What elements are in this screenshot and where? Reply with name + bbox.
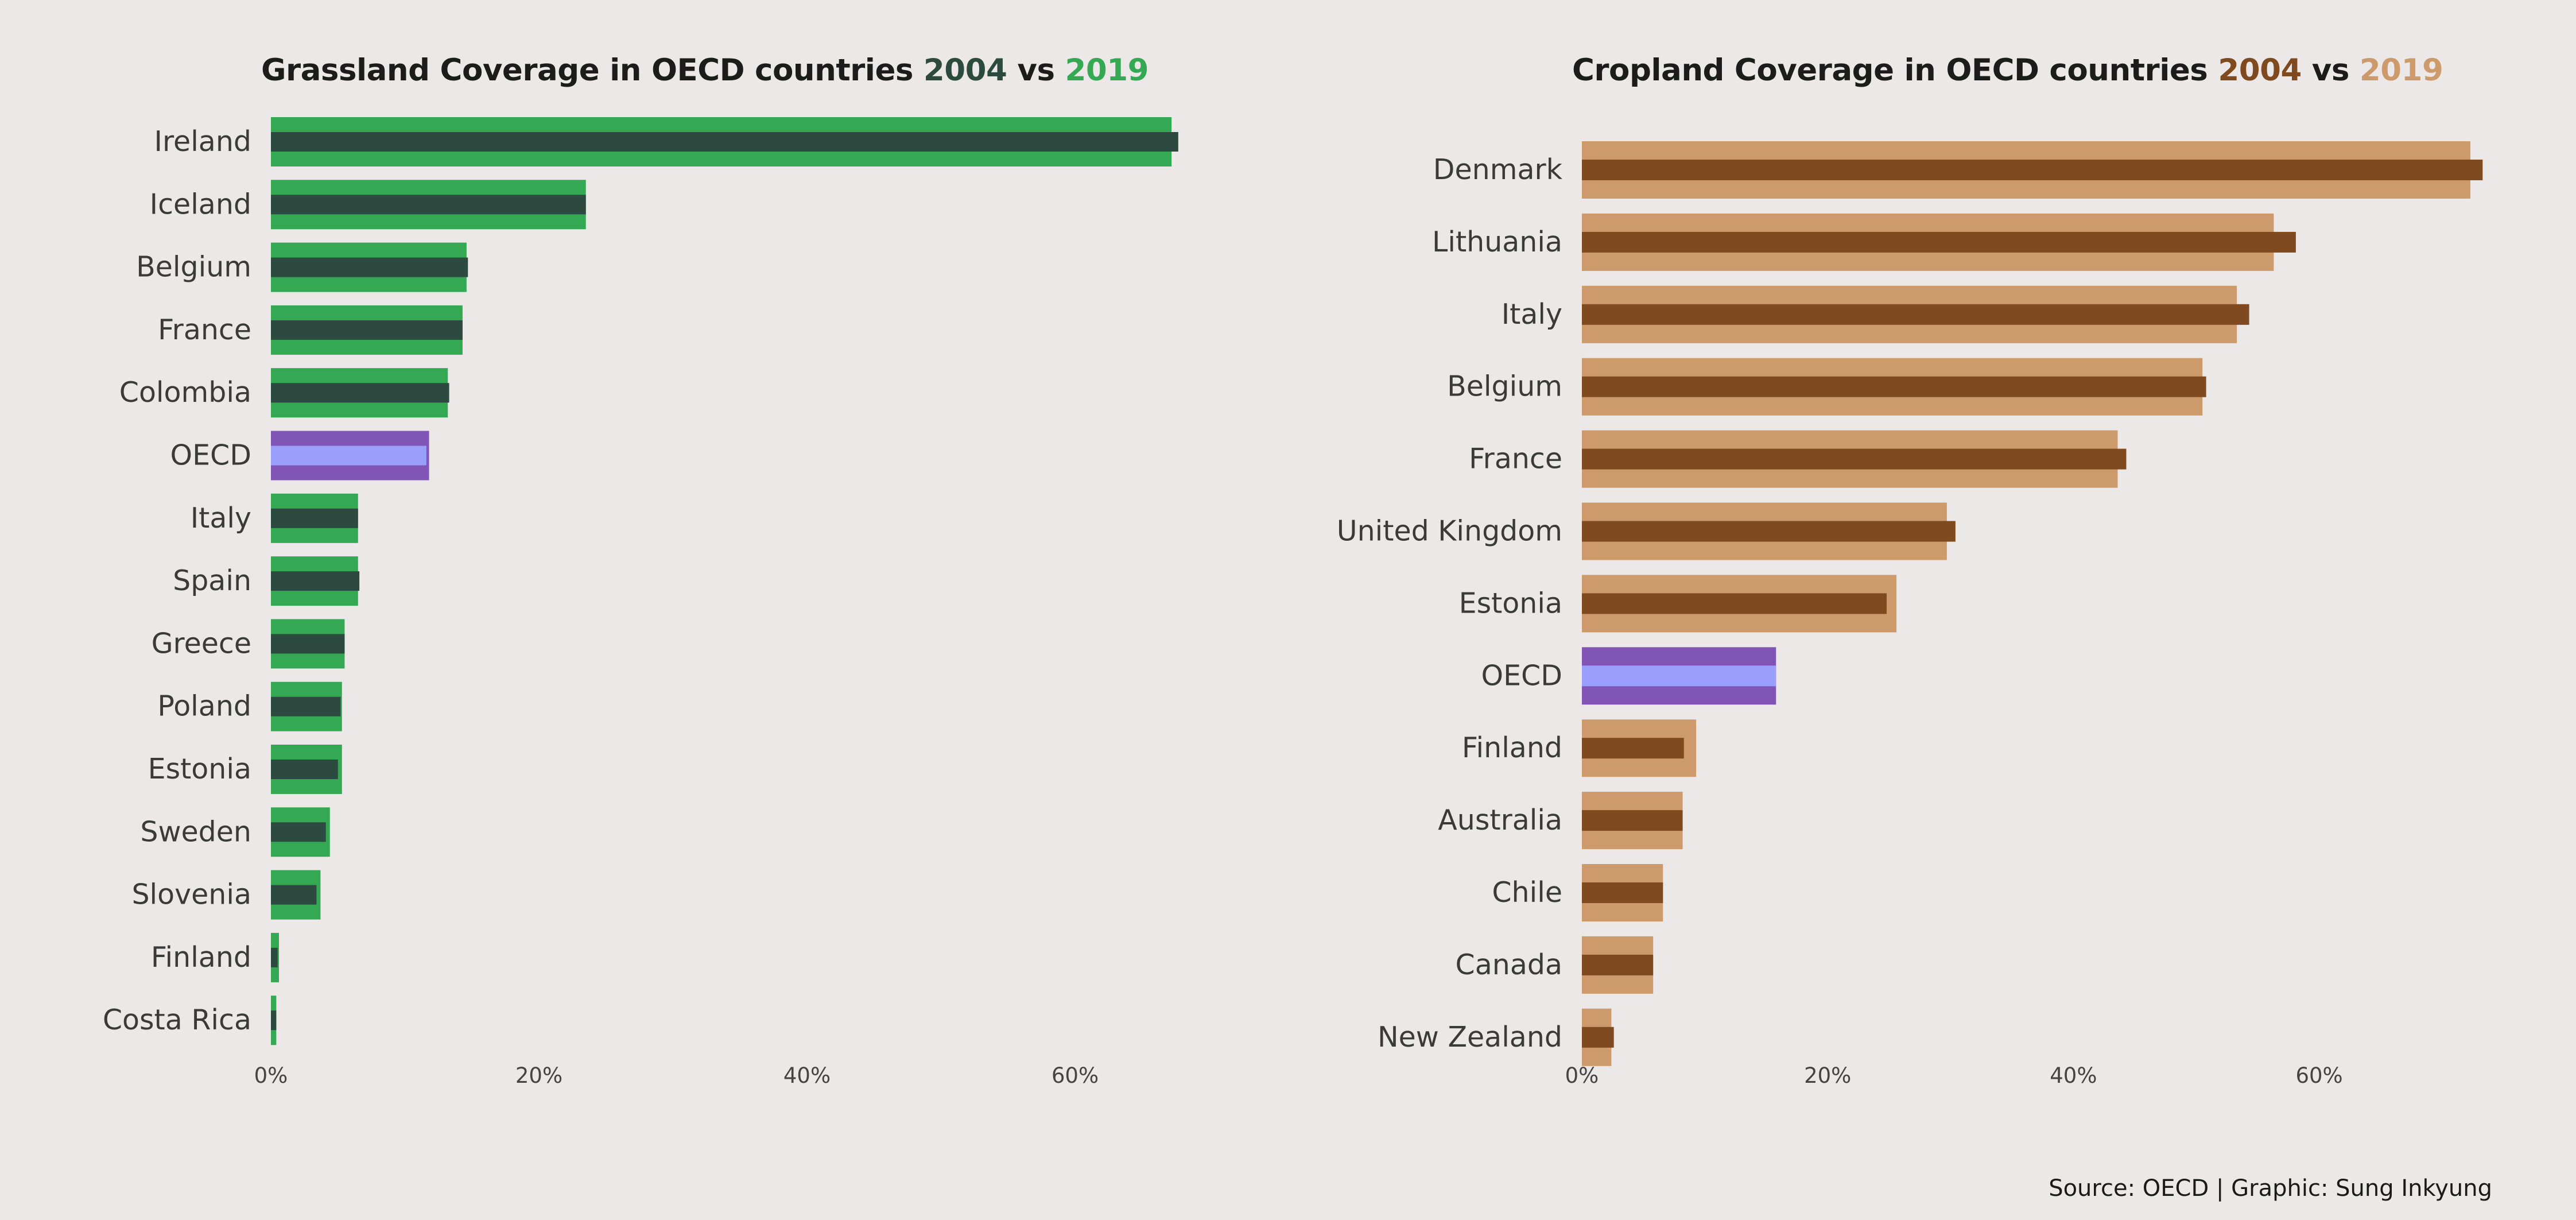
- bar-2004-sweden: [271, 822, 326, 842]
- bar-2004-colombia: [271, 383, 449, 403]
- category-label-costa-rica: Costa Rica: [103, 1004, 251, 1036]
- x-tick-label: 60%: [1052, 1063, 1099, 1088]
- chart-title-year-2019: 2019: [1065, 53, 1149, 88]
- category-label-united-kingdom: United Kingdom: [1337, 515, 1562, 548]
- x-tick-label: 20%: [1804, 1063, 1851, 1088]
- bar-2004-spain: [271, 571, 360, 591]
- bar-2004-chile: [1582, 882, 1663, 903]
- category-label-iceland: Iceland: [150, 188, 251, 220]
- category-label-spain: Spain: [173, 564, 251, 597]
- x-tick-label: 0%: [1565, 1063, 1599, 1088]
- bar-2004-greece: [271, 634, 345, 654]
- chart-title-year-2004: 2004: [923, 53, 1007, 88]
- category-label-france: France: [158, 313, 251, 346]
- category-label-estonia: Estonia: [148, 753, 251, 785]
- category-label-italy: Italy: [191, 502, 251, 535]
- bar-2004-new-zealand: [1582, 1027, 1614, 1048]
- chart-title-prefix: Grassland Coverage in OECD countries: [261, 53, 913, 88]
- bar-2004-france: [271, 320, 463, 340]
- category-label-slovenia: Slovenia: [131, 878, 251, 911]
- chart-title-year-2019: 2019: [2359, 53, 2443, 88]
- x-tick-label: 0%: [254, 1063, 288, 1088]
- x-tick-label: 20%: [515, 1063, 562, 1088]
- bar-2004-ireland: [271, 132, 1178, 152]
- chart-title-year-2004: 2004: [2218, 53, 2302, 88]
- bar-2004-estonia: [271, 760, 338, 779]
- category-label-belgium: Belgium: [1447, 370, 1562, 403]
- x-tick-label: 40%: [783, 1063, 831, 1088]
- bar-2004-estonia: [1582, 593, 1887, 614]
- category-label-oecd: OECD: [1481, 659, 1562, 692]
- category-label-australia: Australia: [1438, 804, 1562, 836]
- bar-2004-france: [1582, 448, 2127, 470]
- bar-2004-united-kingdom: [1582, 521, 1956, 542]
- category-label-denmark: Denmark: [1433, 153, 1563, 186]
- category-label-france: France: [1469, 443, 1562, 475]
- bar-2004-finland: [1582, 738, 1684, 759]
- cropland-bar-chart: Denmark Lithuania Italy Belgium France United…: [1337, 141, 2483, 1088]
- bar-2004-slovenia: [271, 885, 317, 905]
- grassland-bar-chart: Ireland Iceland Belgium France Colombia OECD I…: [103, 117, 1178, 1088]
- bar-2004-canada: [1582, 954, 1654, 975]
- x-tick-label: 40%: [2050, 1063, 2097, 1088]
- x-tick-label: 60%: [2295, 1063, 2342, 1088]
- category-label-finland: Finland: [151, 941, 251, 974]
- bar-2004-australia: [1582, 810, 1683, 831]
- category-label-ireland: Ireland: [154, 125, 251, 158]
- bar-2004-finland: [271, 947, 278, 967]
- category-label-new-zealand: New Zealand: [1378, 1021, 1562, 1054]
- category-label-sweden: Sweden: [140, 815, 251, 848]
- grassland-chart-title: Grassland Coverage in OECD countries 200…: [261, 53, 1149, 88]
- bar-2004-italy: [271, 508, 358, 528]
- bar-2004-iceland: [271, 195, 586, 215]
- category-label-estonia: Estonia: [1459, 587, 1562, 619]
- category-label-lithuania: Lithuania: [1432, 226, 1562, 258]
- bar-2004-poland: [271, 696, 341, 716]
- bar-2004-denmark: [1582, 160, 2483, 180]
- category-label-finland: Finland: [1462, 731, 1562, 764]
- bar-2004-oecd: [271, 446, 426, 466]
- bar-2004-italy: [1582, 304, 2249, 325]
- category-label-italy: Italy: [1502, 298, 1562, 331]
- bar-2004-belgium: [1582, 376, 2206, 397]
- category-label-canada: Canada: [1456, 948, 1562, 981]
- chart-title-prefix: Cropland Coverage in OECD countries: [1572, 53, 2208, 88]
- category-label-greece: Greece: [152, 627, 251, 660]
- category-label-belgium: Belgium: [136, 251, 251, 284]
- bar-2004-lithuania: [1582, 231, 2296, 253]
- bar-2004-oecd: [1582, 665, 1776, 687]
- cropland-chart-title: Cropland Coverage in OECD countries 2004…: [1572, 53, 2443, 88]
- chart-title-vs: vs: [1017, 53, 1055, 88]
- category-label-poland: Poland: [157, 690, 251, 723]
- category-label-chile: Chile: [1492, 876, 1562, 909]
- category-label-colombia: Colombia: [119, 376, 251, 409]
- source-credit: Source: OECD | Graphic: Sung Inkyung: [2049, 1175, 2492, 1202]
- chart-title-vs: vs: [2311, 53, 2350, 88]
- bar-2004-costa-rica: [271, 1010, 277, 1031]
- bar-2004-belgium: [271, 257, 468, 277]
- category-label-oecd: OECD: [170, 439, 251, 472]
